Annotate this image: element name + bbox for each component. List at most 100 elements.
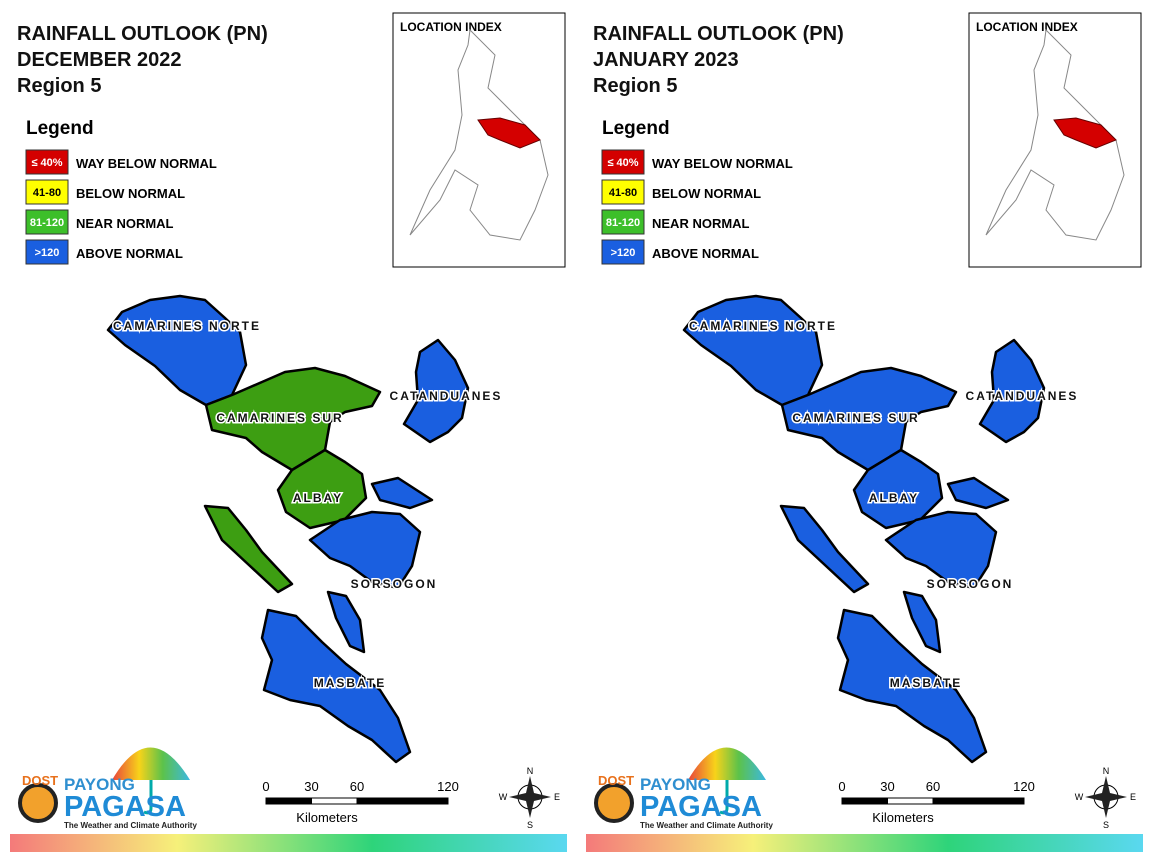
index-outline [409, 28, 549, 241]
province-shape [946, 476, 1010, 510]
scale-tick-label: 0 [838, 779, 845, 794]
province-shape [779, 504, 870, 594]
compass-w: W [1075, 792, 1084, 802]
legend-swatch [25, 239, 69, 265]
legend-swatch [25, 149, 69, 175]
scale-segment [311, 797, 358, 805]
scale-unit: Kilometers [872, 810, 934, 825]
province-label: CAMARINES NORTE [113, 319, 261, 333]
scale-segment [841, 797, 888, 805]
logo-payong: PAYONG [64, 775, 135, 794]
logo-seal [594, 783, 634, 823]
province-label: MASBATE [890, 676, 962, 690]
province-label: ALBAY [293, 491, 343, 505]
legend-swatch [601, 209, 645, 235]
province-shape [780, 366, 958, 472]
scale-tick-label: 120 [1013, 779, 1035, 794]
scale-segment [356, 797, 449, 805]
logo-dost: DOST [598, 773, 634, 788]
province-label: ALBAY [869, 491, 919, 505]
index-outline [985, 28, 1125, 241]
color-strip [10, 834, 567, 852]
outlook-panel: RAINFALL OUTLOOK (PN) DECEMBER 2022 Region… [10, 12, 567, 852]
scale-tick-label: 30 [304, 779, 318, 794]
legend-label: ABOVE NORMAL [76, 246, 183, 261]
legend-swatch [25, 209, 69, 235]
legend-label: NEAR NORMAL [76, 216, 174, 231]
province-shape [902, 590, 942, 654]
legend-swatch [601, 149, 645, 175]
scale-segment [932, 797, 1025, 805]
province-shape [682, 294, 824, 407]
province-shape [203, 504, 294, 594]
legend-swatch [25, 179, 69, 205]
legend-label: NEAR NORMAL [652, 216, 750, 231]
legend-label: BELOW NORMAL [76, 186, 185, 201]
province-shape [836, 608, 988, 764]
compass-star [1085, 776, 1127, 818]
scale-unit: Kilometers [296, 810, 358, 825]
legend-title: Legend [602, 118, 670, 139]
legend-swatch-text: ≤ 40% [607, 157, 638, 169]
scale-segment [265, 797, 312, 805]
province-shape [276, 448, 368, 530]
legend-swatch [601, 239, 645, 265]
panel-title: RAINFALL OUTLOOK (PN) [17, 23, 268, 45]
province-shape [204, 366, 382, 472]
compass-star [509, 776, 551, 818]
logo-pagasa: PAGASA [64, 791, 186, 823]
legend-swatch-text: 81-120 [606, 217, 640, 229]
legend-swatch-text: 81-120 [30, 217, 64, 229]
province-shape [106, 294, 248, 407]
legend-label: WAY BELOW NORMAL [76, 156, 217, 171]
province-label: SORSOGON [927, 577, 1014, 591]
province-shape [326, 590, 366, 654]
compass-e: E [554, 792, 560, 802]
province-label: CATANDUANES [390, 389, 503, 403]
scale-tick-label: 30 [880, 779, 894, 794]
panel-title: DECEMBER 2022 [17, 49, 182, 71]
legend-swatch-text: ≤ 40% [31, 157, 62, 169]
scale-tick-label: 60 [350, 779, 364, 794]
province-shape [852, 448, 944, 530]
panel-title: JANUARY 2023 [593, 49, 739, 71]
scale-tick-label: 60 [926, 779, 940, 794]
logo-seal [18, 783, 58, 823]
province-label: CATANDUANES [966, 389, 1079, 403]
panel-title: Region 5 [17, 75, 101, 97]
logo-tagline: The Weather and Climate Authority [64, 821, 197, 830]
province-shape [978, 338, 1046, 444]
legend-label: WAY BELOW NORMAL [652, 156, 793, 171]
logo-tagline: The Weather and Climate Authority [640, 821, 773, 830]
scale-segment [887, 797, 934, 805]
logo-handle [143, 780, 153, 815]
province-shape [308, 510, 422, 590]
location-index-title: LOCATION INDEX [400, 20, 502, 34]
logo-handle [719, 780, 729, 815]
logo-pagasa: PAGASA [640, 791, 762, 823]
legend-swatch-text: 41-80 [33, 187, 61, 199]
compass-w: W [499, 792, 508, 802]
province-label: CAMARINES SUR [792, 411, 919, 425]
legend-title: Legend [26, 118, 94, 139]
province-label: CAMARINES NORTE [689, 319, 837, 333]
logo-dost: DOST [22, 773, 58, 788]
panel-title: Region 5 [593, 75, 677, 97]
index-region [1053, 117, 1117, 149]
legend-swatch-text: 41-80 [609, 187, 637, 199]
legend-swatch-text: >120 [35, 247, 60, 259]
panel-title: RAINFALL OUTLOOK (PN) [593, 23, 844, 45]
legend-swatch [601, 179, 645, 205]
logo-umbrella [688, 747, 766, 780]
compass-s: S [527, 820, 533, 830]
province-label: CAMARINES SUR [216, 411, 343, 425]
compass-e: E [1130, 792, 1136, 802]
province-shape [884, 510, 998, 590]
location-index-title: LOCATION INDEX [976, 20, 1078, 34]
scale-tick-label: 120 [437, 779, 459, 794]
province-label: SORSOGON [351, 577, 438, 591]
index-region [477, 117, 541, 149]
compass-s: S [1103, 820, 1109, 830]
